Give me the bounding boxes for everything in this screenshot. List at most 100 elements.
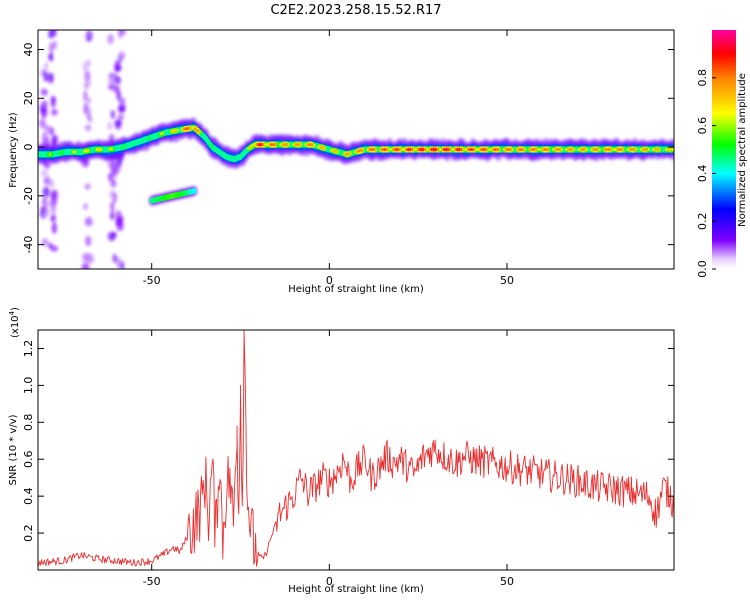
spectrogram-halo — [38, 117, 674, 206]
noise-blob — [52, 40, 57, 50]
noise-blob — [109, 211, 115, 220]
spectrogram-frame — [37, 29, 675, 270]
y-tick-label: 20 — [22, 91, 35, 105]
y-tick-label: 0.4 — [22, 487, 35, 505]
spectrogram-ylabel: Frequency (Hz) — [8, 112, 19, 188]
noise-blob — [39, 118, 46, 129]
noise-blob — [112, 191, 118, 204]
x-tick-label: 0 — [326, 575, 333, 588]
colorbar-ticks: 0.0 0.2 0.4 0.6 0.8 — [696, 69, 716, 278]
noise-blob — [84, 124, 92, 132]
noise-blob — [40, 169, 49, 178]
spectrogram-plot: -50 0 50 -40 -20 0 20 40 Height of straight lin… — [8, 29, 675, 295]
noise-blob — [43, 208, 50, 218]
noise-blob — [110, 178, 117, 188]
noise-blob — [42, 186, 50, 198]
y-tick-label: 0.8 — [22, 414, 35, 432]
noise-blob — [48, 126, 55, 136]
colorbar-tick-label: 0.4 — [696, 165, 709, 183]
noise-blob — [84, 183, 91, 190]
y-tick-label: 1.0 — [22, 377, 35, 395]
noise-blob — [114, 85, 120, 95]
noise-blob — [42, 196, 48, 208]
noise-blob — [85, 97, 92, 104]
colorbar-tick-label: 0.6 — [696, 117, 709, 135]
x-tick-label: -50 — [143, 274, 161, 287]
x-tick-label: 50 — [500, 274, 514, 287]
x-tick-label: 50 — [500, 575, 514, 588]
spectrogram-core — [38, 121, 674, 204]
y-tick-label: -20 — [22, 187, 35, 205]
noise-blob — [110, 109, 115, 120]
y-tick-label: -40 — [22, 236, 35, 254]
noise-blob — [49, 42, 54, 54]
noise-blob — [117, 30, 124, 40]
noise-blob — [116, 215, 124, 222]
snr-multiplier: (x104) — [8, 307, 21, 338]
branch-core — [192, 187, 197, 194]
noise-blob — [44, 124, 50, 131]
noise-blob — [110, 74, 115, 86]
noise-blob — [112, 256, 118, 263]
noise-blob — [82, 61, 89, 73]
noise-blob — [40, 88, 48, 96]
noise-blob — [114, 60, 121, 73]
noise-blob — [118, 50, 126, 60]
noise-blob — [50, 96, 56, 108]
y-tick-label: 40 — [22, 43, 35, 57]
snr-ylabel: SNR (10 * v/v) — [8, 414, 19, 485]
y-tick-label: 0.6 — [22, 450, 35, 468]
y-tick-label: 1.2 — [22, 340, 35, 358]
y-tick-label: 0.2 — [22, 524, 35, 542]
colorbar-tick-label: 0.0 — [696, 260, 709, 278]
noise-blob — [85, 235, 92, 247]
noise-blob — [48, 53, 53, 61]
spectrogram-xlabel: Height of straight line (km) — [288, 284, 424, 295]
noise-blob — [117, 113, 125, 121]
noise-blob — [114, 118, 122, 127]
snr-ticks: -50 0 50 0.2 0.4 0.6 0.8 1.0 1.2 — [22, 330, 674, 588]
noise-blob — [114, 163, 121, 173]
noise-blob — [110, 201, 115, 213]
noise-blob — [107, 231, 116, 242]
noise-blob — [50, 30, 57, 38]
noise-blob — [41, 100, 48, 108]
noise-blob — [83, 90, 88, 102]
ridge-peak — [671, 147, 674, 152]
noise-blob — [107, 172, 114, 182]
snr-frame — [37, 329, 675, 571]
noise-blob — [50, 214, 57, 223]
noise-blob — [43, 61, 49, 72]
noise-blob — [118, 97, 126, 106]
noise-blob — [51, 108, 58, 116]
noise-blob — [118, 103, 126, 112]
snr-plot: -50 0 50 0.2 0.4 0.6 0.8 1.0 1.2 Height of strai… — [8, 307, 675, 595]
noise-blob — [85, 30, 93, 39]
noise-blob — [107, 121, 113, 131]
noise-blob — [49, 180, 55, 189]
x-tick-label: -50 — [143, 575, 161, 588]
noise-blob — [83, 203, 88, 210]
noise-blob — [50, 245, 58, 252]
noise-blob — [114, 76, 121, 85]
figure-title: C2E2.2023.258.15.52.R17 — [270, 3, 441, 18]
snr-xlabel: Height of straight line (km) — [288, 584, 424, 595]
snr-marks — [38, 330, 674, 567]
y-tick-label: 0 — [22, 144, 35, 151]
noise-blob — [107, 158, 116, 170]
noise-blob — [107, 33, 114, 45]
noise-blob — [85, 216, 93, 227]
colorbar: 0.0 0.2 0.4 0.6 0.8 Normalized spectral ampl… — [696, 30, 748, 278]
colorbar-gradient — [712, 30, 736, 269]
colorbar-label: Normalized spectral amplitude — [737, 73, 748, 227]
noise-blob — [81, 262, 90, 269]
colorbar-tick-label: 0.2 — [696, 212, 709, 230]
noise-blob — [82, 252, 90, 262]
noise-blob — [41, 238, 49, 247]
noise-blob — [43, 71, 49, 83]
noise-blob — [119, 261, 125, 269]
noise-blob — [83, 102, 89, 115]
colorbar-tick-label: 0.8 — [696, 69, 709, 87]
spectrogram-ticks: -50 0 50 -40 -20 0 20 40 — [22, 30, 674, 287]
